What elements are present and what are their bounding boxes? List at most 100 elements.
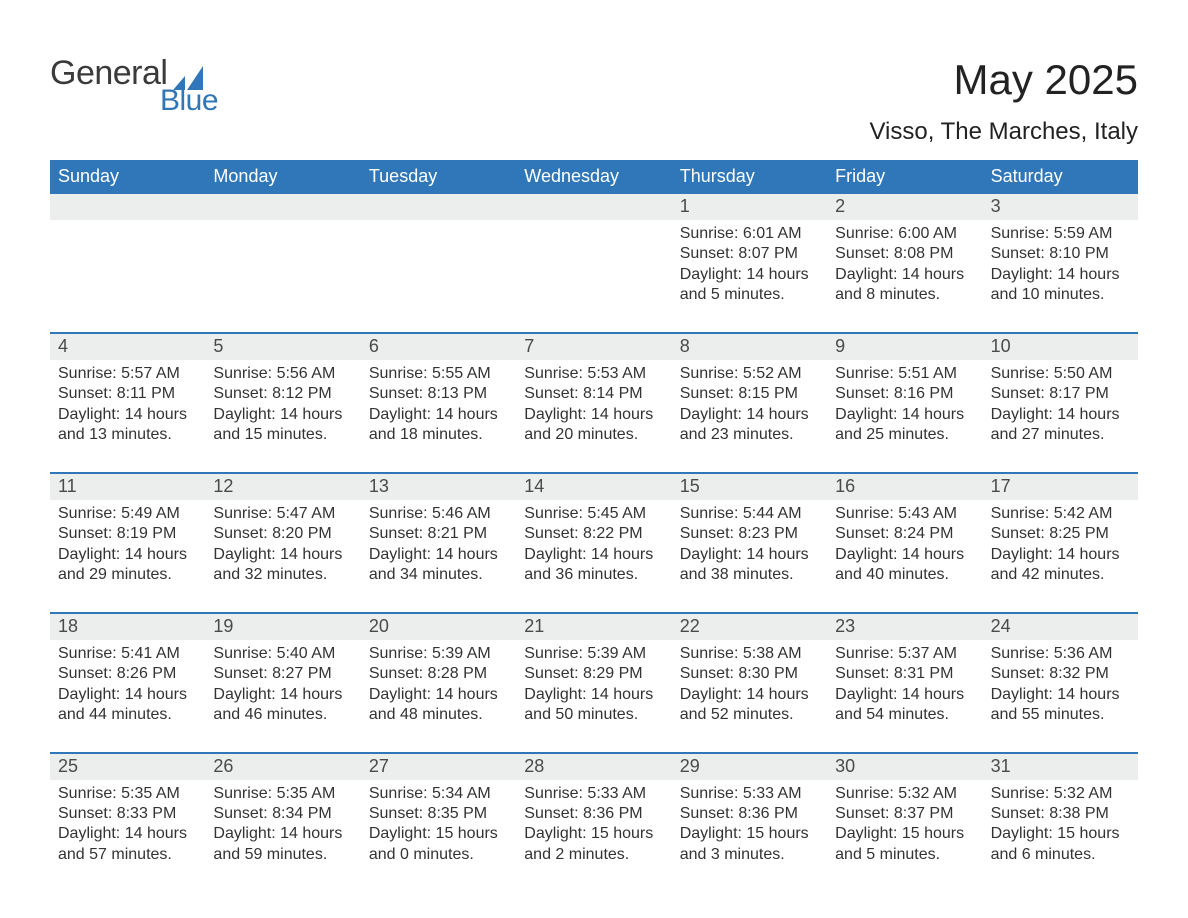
day-detail-line: Sunrise: 5:55 AM <box>369 364 508 384</box>
day-number: 23 <box>827 614 982 640</box>
weekday-header: Wednesday <box>516 160 671 194</box>
day-number: 3 <box>983 194 1138 220</box>
calendar-day-cell: Sunrise: 5:40 AMSunset: 8:27 PMDaylight:… <box>205 640 360 752</box>
day-detail-line: Sunset: 8:11 PM <box>58 384 197 404</box>
calendar-day-cell <box>205 220 360 332</box>
calendar-day-cell: Sunrise: 5:50 AMSunset: 8:17 PMDaylight:… <box>983 360 1138 472</box>
day-detail-line: Sunrise: 5:59 AM <box>991 224 1130 244</box>
day-detail-line: Daylight: 14 hours and 42 minutes. <box>991 545 1130 586</box>
day-detail-line: Daylight: 14 hours and 50 minutes. <box>524 685 663 726</box>
day-detail-line: Daylight: 14 hours and 34 minutes. <box>369 545 508 586</box>
weekday-header-row: SundayMondayTuesdayWednesdayThursdayFrid… <box>50 160 1138 194</box>
day-detail-line: Daylight: 14 hours and 13 minutes. <box>58 405 197 446</box>
day-detail-line: Sunrise: 5:44 AM <box>680 504 819 524</box>
calendar-week: 45678910Sunrise: 5:57 AMSunset: 8:11 PMD… <box>50 332 1138 472</box>
day-detail-line: Sunrise: 5:42 AM <box>991 504 1130 524</box>
day-number: 10 <box>983 334 1138 360</box>
day-number: 27 <box>361 754 516 780</box>
calendar-week: 25262728293031Sunrise: 5:35 AMSunset: 8:… <box>50 752 1138 892</box>
day-detail-line: Sunrise: 5:39 AM <box>369 644 508 664</box>
day-detail-line: Sunset: 8:17 PM <box>991 384 1130 404</box>
day-detail-line: Sunrise: 5:35 AM <box>58 784 197 804</box>
day-detail-line: Daylight: 14 hours and 27 minutes. <box>991 405 1130 446</box>
calendar-day-cell: Sunrise: 5:34 AMSunset: 8:35 PMDaylight:… <box>361 780 516 892</box>
day-cells-row: Sunrise: 5:41 AMSunset: 8:26 PMDaylight:… <box>50 640 1138 752</box>
calendar-day-cell: Sunrise: 6:01 AMSunset: 8:07 PMDaylight:… <box>672 220 827 332</box>
brand-text-general: General <box>50 56 167 90</box>
day-detail-line: Sunrise: 5:36 AM <box>991 644 1130 664</box>
day-detail-line: Daylight: 14 hours and 32 minutes. <box>213 545 352 586</box>
day-cells-row: Sunrise: 6:01 AMSunset: 8:07 PMDaylight:… <box>50 220 1138 332</box>
day-number-strip: 11121314151617 <box>50 474 1138 500</box>
day-number: 17 <box>983 474 1138 500</box>
day-detail-line: Daylight: 14 hours and 15 minutes. <box>213 405 352 446</box>
calendar-day-cell: Sunrise: 5:38 AMSunset: 8:30 PMDaylight:… <box>672 640 827 752</box>
calendar-day-cell: Sunrise: 5:51 AMSunset: 8:16 PMDaylight:… <box>827 360 982 472</box>
day-number: 21 <box>516 614 671 640</box>
day-number-strip: 123 <box>50 194 1138 220</box>
day-detail-line: Daylight: 15 hours and 2 minutes. <box>524 824 663 865</box>
day-detail-line: Sunrise: 5:37 AM <box>835 644 974 664</box>
day-cells-row: Sunrise: 5:35 AMSunset: 8:33 PMDaylight:… <box>50 780 1138 892</box>
day-number: 28 <box>516 754 671 780</box>
day-detail-line: Daylight: 14 hours and 18 minutes. <box>369 405 508 446</box>
day-detail-line: Daylight: 14 hours and 29 minutes. <box>58 545 197 586</box>
day-detail-line: Sunrise: 5:53 AM <box>524 364 663 384</box>
calendar-day-cell: Sunrise: 5:53 AMSunset: 8:14 PMDaylight:… <box>516 360 671 472</box>
day-detail-line: Daylight: 14 hours and 5 minutes. <box>680 265 819 306</box>
weekday-header: Thursday <box>672 160 827 194</box>
day-number <box>50 194 205 220</box>
day-number: 15 <box>672 474 827 500</box>
calendar-page: General Blue May 2025 Visso, The Marches… <box>0 0 1188 891</box>
calendar-day-cell: Sunrise: 5:56 AMSunset: 8:12 PMDaylight:… <box>205 360 360 472</box>
day-detail-line: Sunset: 8:12 PM <box>213 384 352 404</box>
day-detail-line: Daylight: 15 hours and 6 minutes. <box>991 824 1130 865</box>
day-detail-line: Sunset: 8:16 PM <box>835 384 974 404</box>
calendar-day-cell: Sunrise: 5:52 AMSunset: 8:15 PMDaylight:… <box>672 360 827 472</box>
day-detail-line: Sunset: 8:37 PM <box>835 804 974 824</box>
calendar-day-cell: Sunrise: 5:36 AMSunset: 8:32 PMDaylight:… <box>983 640 1138 752</box>
day-detail-line: Daylight: 14 hours and 44 minutes. <box>58 685 197 726</box>
day-detail-line: Daylight: 14 hours and 36 minutes. <box>524 545 663 586</box>
day-detail-line: Daylight: 15 hours and 3 minutes. <box>680 824 819 865</box>
day-detail-line: Sunrise: 5:32 AM <box>991 784 1130 804</box>
day-detail-line: Sunrise: 5:50 AM <box>991 364 1130 384</box>
day-detail-line: Sunrise: 5:32 AM <box>835 784 974 804</box>
day-number: 22 <box>672 614 827 640</box>
header-row: General Blue May 2025 Visso, The Marches… <box>50 56 1138 146</box>
day-detail-line: Daylight: 14 hours and 52 minutes. <box>680 685 819 726</box>
day-detail-line: Sunrise: 6:00 AM <box>835 224 974 244</box>
day-detail-line: Sunrise: 6:01 AM <box>680 224 819 244</box>
day-detail-line: Sunset: 8:10 PM <box>991 244 1130 264</box>
day-number <box>361 194 516 220</box>
day-detail-line: Sunset: 8:27 PM <box>213 664 352 684</box>
day-detail-line: Sunset: 8:36 PM <box>524 804 663 824</box>
day-number <box>516 194 671 220</box>
day-detail-line: Sunrise: 5:41 AM <box>58 644 197 664</box>
calendar-day-cell: Sunrise: 5:39 AMSunset: 8:29 PMDaylight:… <box>516 640 671 752</box>
day-number: 19 <box>205 614 360 640</box>
day-detail-line: Sunset: 8:28 PM <box>369 664 508 684</box>
calendar-day-cell: Sunrise: 5:33 AMSunset: 8:36 PMDaylight:… <box>516 780 671 892</box>
day-detail-line: Sunset: 8:29 PM <box>524 664 663 684</box>
calendar-day-cell: Sunrise: 5:32 AMSunset: 8:37 PMDaylight:… <box>827 780 982 892</box>
day-number-strip: 45678910 <box>50 334 1138 360</box>
day-detail-line: Sunrise: 5:33 AM <box>524 784 663 804</box>
day-detail-line: Daylight: 14 hours and 10 minutes. <box>991 265 1130 306</box>
day-detail-line: Sunrise: 5:46 AM <box>369 504 508 524</box>
day-detail-line: Sunrise: 5:38 AM <box>680 644 819 664</box>
day-cells-row: Sunrise: 5:49 AMSunset: 8:19 PMDaylight:… <box>50 500 1138 612</box>
day-detail-line: Daylight: 14 hours and 48 minutes. <box>369 685 508 726</box>
calendar-day-cell: Sunrise: 5:37 AMSunset: 8:31 PMDaylight:… <box>827 640 982 752</box>
day-detail-line: Daylight: 14 hours and 55 minutes. <box>991 685 1130 726</box>
day-detail-line: Sunrise: 5:39 AM <box>524 644 663 664</box>
day-detail-line: Sunset: 8:13 PM <box>369 384 508 404</box>
calendar-day-cell: Sunrise: 5:33 AMSunset: 8:36 PMDaylight:… <box>672 780 827 892</box>
day-number-strip: 18192021222324 <box>50 614 1138 640</box>
day-detail-line: Sunset: 8:35 PM <box>369 804 508 824</box>
day-detail-line: Sunset: 8:19 PM <box>58 524 197 544</box>
day-number: 14 <box>516 474 671 500</box>
day-detail-line: Sunrise: 5:51 AM <box>835 364 974 384</box>
day-number: 24 <box>983 614 1138 640</box>
calendar-day-cell: Sunrise: 5:45 AMSunset: 8:22 PMDaylight:… <box>516 500 671 612</box>
